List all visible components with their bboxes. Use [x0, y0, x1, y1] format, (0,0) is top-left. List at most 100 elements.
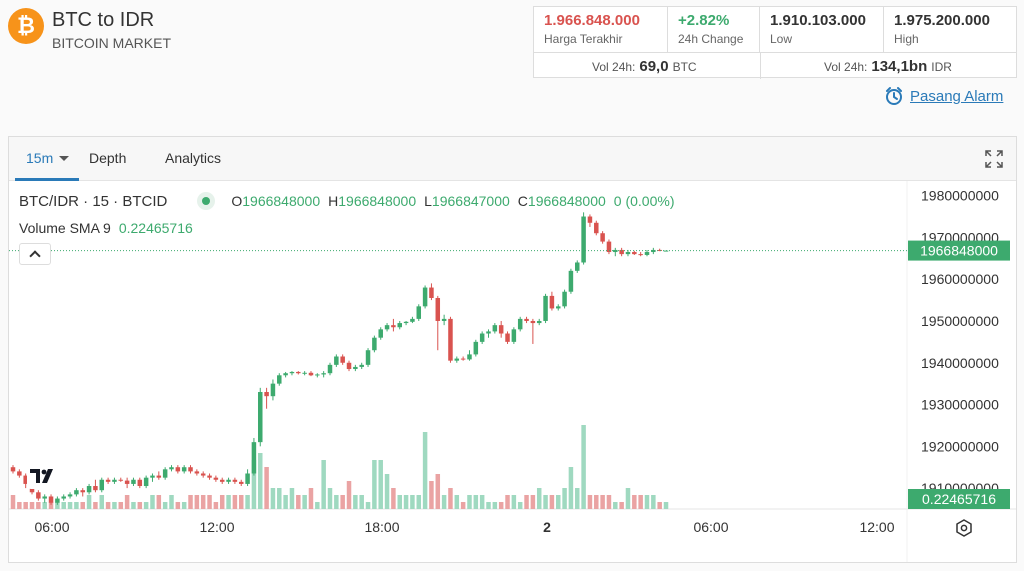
volume-bar [219, 495, 225, 509]
candle-body [48, 496, 54, 503]
candle-body [524, 318, 529, 321]
volume-bar [384, 474, 390, 509]
legend-change: 0 (0.00%) [613, 193, 675, 209]
candle-body [207, 475, 212, 478]
low-label: Low [770, 32, 793, 46]
volume-bar [334, 495, 339, 509]
volume-bar [188, 495, 193, 509]
volume-bar [441, 495, 447, 509]
volume-bar [118, 502, 124, 509]
price-axis-tick: 1930000000 [921, 397, 999, 413]
price-axis-tick: 1950000000 [921, 313, 999, 329]
tab-depth[interactable]: Depth [89, 150, 127, 166]
timeframe-dropdown[interactable]: 15m [26, 150, 70, 166]
volume-bar [124, 495, 130, 509]
volume-bar [543, 495, 548, 509]
candle-body [308, 372, 314, 376]
candle-body [568, 270, 574, 292]
tab-analytics[interactable]: Analytics [165, 150, 222, 166]
candle-body [17, 471, 22, 476]
low-value-legend: 1966847000 [431, 193, 510, 209]
candle-body [505, 333, 510, 342]
price-axis-tick: 1940000000 [921, 355, 999, 371]
candle-body [169, 467, 174, 470]
volume-bar [137, 502, 143, 509]
volume-bar [448, 488, 453, 509]
volume-bar [346, 481, 352, 509]
pair-title: BTC to IDR [52, 9, 155, 31]
candle-body [321, 373, 326, 375]
volume-bar [150, 495, 155, 509]
candle-body [549, 295, 555, 309]
volume-bar [296, 495, 301, 509]
time-axis-tick: 06:00 [34, 519, 69, 535]
volume-value-label: 0.22465716 [922, 491, 996, 507]
candle-body [181, 467, 187, 472]
candle-body [372, 337, 377, 351]
volume-bar [48, 502, 54, 509]
volume-bar [555, 495, 561, 509]
candle-body [581, 216, 586, 263]
candle-body [651, 249, 656, 253]
open-label: O [231, 193, 243, 209]
volume-bar [517, 502, 523, 509]
volume-bar [213, 502, 219, 509]
candle-body [124, 480, 130, 484]
volume-bar [194, 495, 200, 509]
volume-value-tag [908, 489, 1010, 509]
volume-legend-label: Volume SMA 9 [19, 220, 111, 236]
candle-body [61, 496, 66, 499]
volume-bar [112, 502, 117, 509]
volume-bar [42, 502, 47, 509]
candle-body [277, 375, 282, 384]
volume-bar [467, 495, 472, 509]
volume-bar [226, 495, 231, 509]
volume-idr-label: Vol 24h: [824, 60, 868, 74]
volume-btc-unit: BTC [672, 60, 697, 74]
change-stat: +2.82% 24h Change [668, 7, 760, 52]
volume-bar [93, 502, 98, 509]
candle-body [289, 371, 295, 374]
volume-bar [10, 495, 16, 509]
candle-body [416, 306, 422, 319]
candle-body [441, 318, 447, 321]
fullscreen-icon[interactable] [984, 149, 1004, 169]
price-axis-tick: 1980000000 [921, 188, 999, 204]
volume-bar [575, 488, 580, 509]
volume-bar [340, 495, 345, 509]
collapse-legend-button[interactable] [19, 243, 51, 265]
candle-body [562, 291, 567, 307]
candle-body [131, 479, 136, 484]
time-axis-tick: 12:00 [859, 519, 894, 535]
volume-bar [372, 460, 377, 509]
volume-bar [353, 495, 358, 509]
volume-btc: Vol 24h: 69,0 BTC [592, 58, 697, 75]
volume-bar [327, 488, 333, 509]
candle-body [486, 331, 491, 334]
candle-body [619, 249, 624, 255]
last-price-label: Harga Terakhir [544, 32, 623, 46]
candle-body [492, 325, 498, 332]
candle-body [118, 479, 124, 481]
candle-body [359, 364, 364, 367]
candle-body [448, 318, 453, 361]
volume-bar [238, 495, 244, 509]
set-alarm-label[interactable]: Pasang Alarm [910, 87, 1004, 105]
volume-bar [505, 495, 510, 509]
last-price-stat: 1.966.848.000 Harga Terakhir [534, 7, 668, 52]
volume-bar [492, 502, 498, 509]
candle-body [410, 318, 415, 322]
candle-body [517, 318, 523, 330]
candlestick-chart[interactable]: 1980000000197000000019600000001950000000… [9, 181, 1016, 562]
volume-bar [74, 502, 79, 509]
chart-settings-icon[interactable] [955, 519, 973, 537]
volume-bar [460, 502, 466, 509]
volume-bar [251, 460, 257, 509]
set-alarm-link[interactable]: Pasang Alarm [884, 86, 1003, 106]
candle-body [422, 287, 428, 307]
volume-bar [524, 495, 529, 509]
candle-body [296, 371, 301, 374]
close-value: 1966848000 [527, 193, 606, 209]
candle-body [429, 287, 434, 298]
candle-body [175, 467, 181, 472]
